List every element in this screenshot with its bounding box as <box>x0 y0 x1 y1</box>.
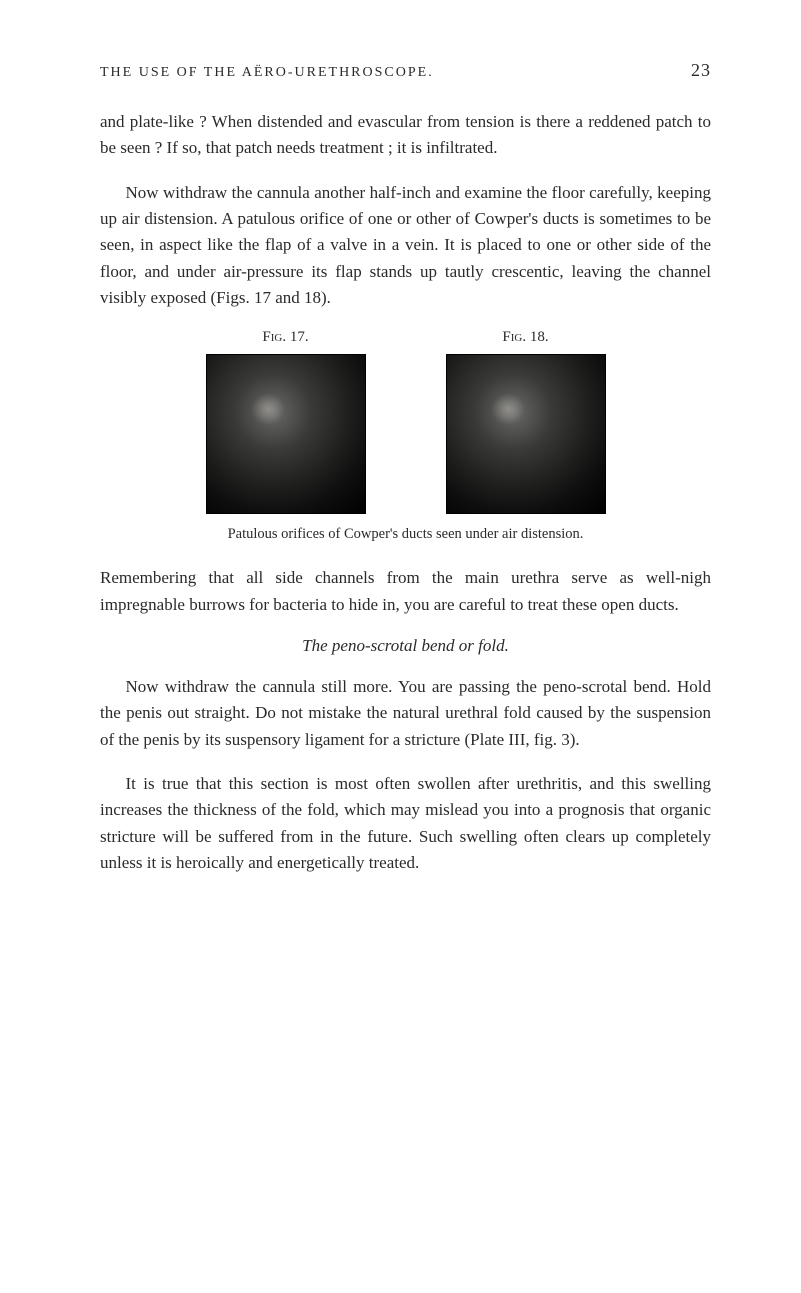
page-number: 23 <box>691 60 711 81</box>
figure-17-label: Fig. 17. <box>262 329 308 346</box>
paragraph-3: Remembering that all side channels from … <box>100 565 711 618</box>
paragraph-5: It is true that this section is most oft… <box>100 771 711 876</box>
paragraph-4: Now withdraw the cannula still more. You… <box>100 674 711 753</box>
figure-caption: Patulous orifices of Cowper's ducts seen… <box>100 526 711 543</box>
figure-17-image <box>206 354 366 514</box>
running-title: THE USE OF THE AËRO-URETHROSCOPE. <box>100 65 434 81</box>
figure-18-image <box>446 354 606 514</box>
figure-18: Fig. 18. <box>446 329 606 514</box>
figure-17: Fig. 17. <box>206 329 366 514</box>
paragraph-1: and plate-like ? When distended and evas… <box>100 109 711 162</box>
figure-18-label: Fig. 18. <box>502 329 548 346</box>
figure-row: Fig. 17. Fig. 18. <box>100 329 711 514</box>
paragraph-2: Now withdraw the cannula another half-in… <box>100 180 711 312</box>
page: THE USE OF THE AËRO-URETHROSCOPE. 23 and… <box>0 0 801 955</box>
section-title: The peno-scrotal bend or fold. <box>100 636 711 656</box>
running-header: THE USE OF THE AËRO-URETHROSCOPE. 23 <box>100 60 711 81</box>
